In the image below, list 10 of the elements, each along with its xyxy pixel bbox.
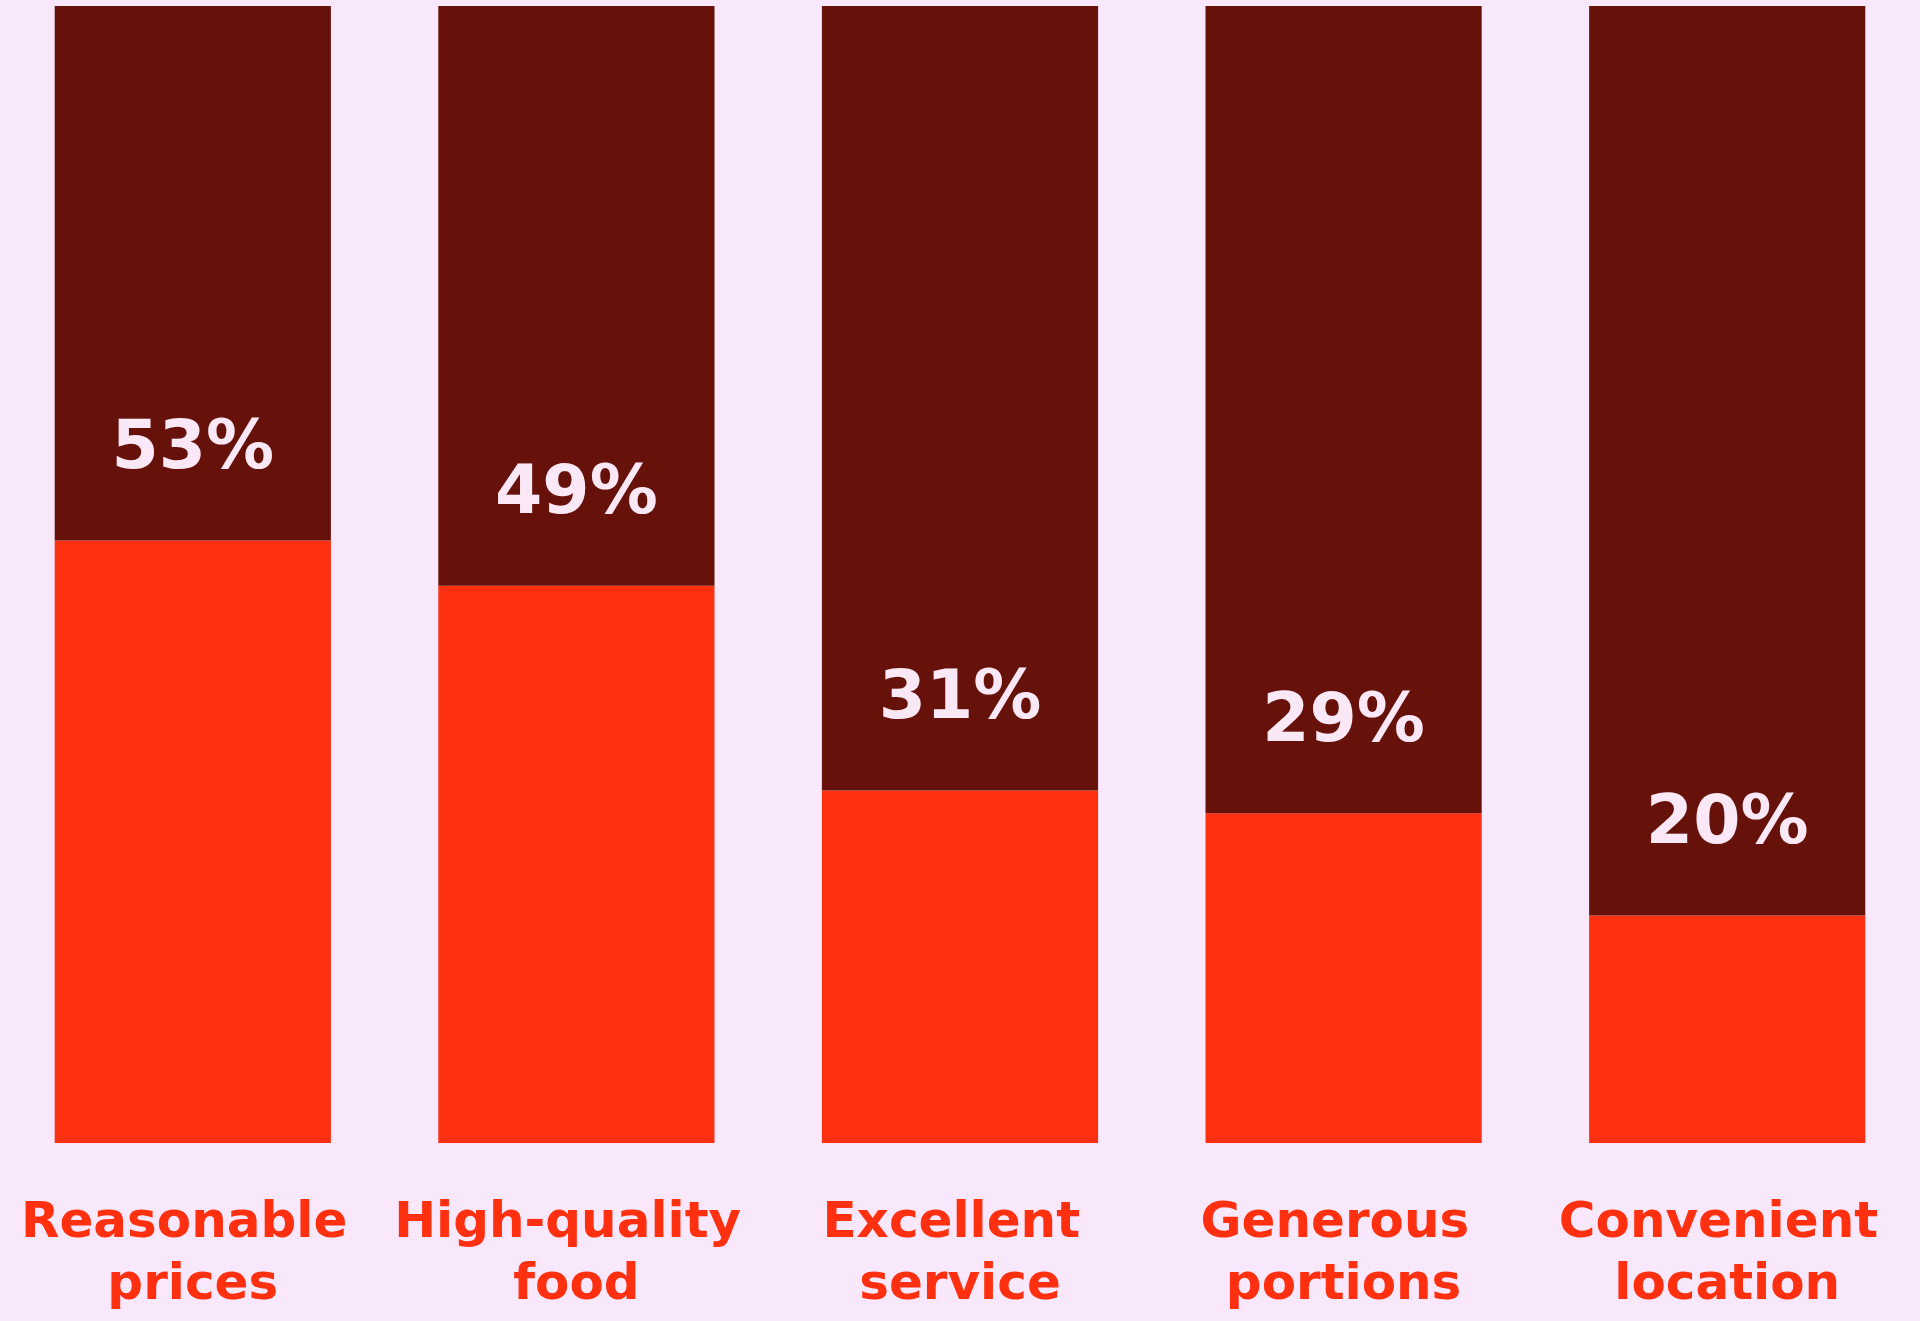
x-tick-label: Reasonable prices <box>20 1191 365 1311</box>
data-label: 29% <box>1262 677 1425 757</box>
x-tick-label: Generous portions <box>1200 1191 1487 1311</box>
data-label: 49% <box>495 450 658 530</box>
data-label: 31% <box>878 655 1042 735</box>
data-label: 53% <box>111 404 275 484</box>
x-tick-label: Excellent service <box>822 1191 1098 1311</box>
x-tick-label: High-quality food <box>394 1191 759 1311</box>
x-tick-label: Convenient location <box>1558 1191 1896 1311</box>
data-label: 20% <box>1645 780 1809 860</box>
